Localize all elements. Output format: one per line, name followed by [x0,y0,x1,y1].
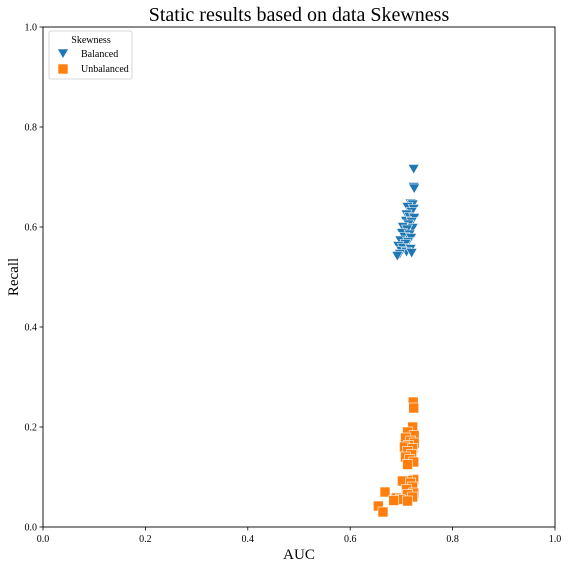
point-balanced [408,183,421,195]
legend-frame [48,30,133,80]
y-tick-label: 0.4 [25,323,38,334]
x-tick-label: 1.0 [549,534,562,545]
y-tick-label: 0.8 [25,123,38,134]
y-tick-label: 1.0 [25,23,38,34]
point-unbalanced [408,402,419,414]
x-tick-label: 0.8 [446,534,459,545]
legend-label-balanced: Balanced [81,49,118,60]
x-axis-ticks: 0.0 0.2 0.4 0.6 0.8 1.0 [37,527,562,545]
plot-frame [42,26,556,528]
point-unbalanced [402,459,413,470]
chart-title: Static results based on data Skewness [149,4,450,26]
point-balanced [391,251,404,262]
x-tick-label: 0.4 [242,534,255,545]
x-axis-label: AUC [283,547,315,563]
legend-marker-unbalanced [57,63,69,75]
legend: Skewness Balanced Unbalanced [48,30,133,80]
points-layer [373,164,421,518]
legend-marker-balanced [56,48,70,60]
point-unbalanced [377,506,389,518]
x-tick-label: 0.0 [37,534,50,545]
y-tick-label: 0.6 [25,223,38,234]
legend-title: Skewness [71,35,111,46]
x-tick-label: 0.6 [344,534,357,545]
y-axis-ticks: 0.0 0.2 0.4 0.6 0.8 1.0 [25,23,43,534]
point-unbalanced [402,495,413,507]
point-balanced [407,164,420,175]
y-tick-label: 0.2 [25,423,38,434]
legend-label-unbalanced: Unbalanced [81,64,129,75]
point-balanced [405,248,418,259]
point-unbalanced [388,495,400,506]
point-unbalanced [379,486,391,498]
y-tick-label: 0.0 [25,523,38,534]
x-tick-label: 0.2 [139,534,152,545]
y-axis-label: Recall [6,258,22,296]
